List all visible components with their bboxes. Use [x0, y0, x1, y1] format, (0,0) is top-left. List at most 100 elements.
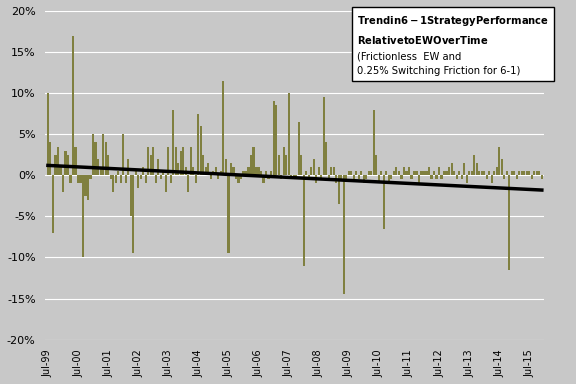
Bar: [458, 171, 460, 175]
Bar: [385, 171, 388, 175]
Bar: [120, 175, 122, 184]
Bar: [328, 175, 330, 179]
Bar: [57, 147, 59, 175]
Bar: [245, 171, 247, 175]
Bar: [232, 167, 234, 175]
Bar: [285, 155, 287, 175]
Bar: [398, 171, 400, 175]
Bar: [50, 142, 51, 175]
Bar: [323, 97, 325, 175]
Bar: [498, 147, 501, 175]
Bar: [117, 171, 119, 175]
Bar: [260, 171, 262, 175]
Bar: [530, 175, 533, 179]
Bar: [79, 175, 82, 184]
Bar: [257, 167, 260, 175]
Bar: [250, 155, 252, 175]
Bar: [100, 167, 101, 175]
Bar: [473, 155, 475, 175]
Bar: [230, 163, 232, 175]
Bar: [360, 171, 362, 175]
Bar: [358, 175, 360, 179]
Bar: [403, 167, 405, 175]
Bar: [338, 175, 340, 204]
Bar: [82, 175, 84, 257]
Bar: [495, 167, 498, 175]
Bar: [267, 175, 270, 179]
Bar: [363, 175, 365, 184]
Bar: [501, 159, 503, 175]
Bar: [217, 175, 219, 179]
Bar: [511, 171, 513, 175]
Bar: [468, 171, 470, 175]
Bar: [145, 175, 147, 184]
Bar: [430, 175, 433, 179]
Bar: [202, 155, 204, 175]
Bar: [373, 109, 375, 175]
Bar: [132, 175, 134, 253]
Bar: [62, 175, 64, 192]
Bar: [486, 175, 488, 179]
Bar: [478, 171, 480, 175]
Bar: [142, 167, 144, 175]
Bar: [518, 171, 520, 175]
Bar: [317, 167, 320, 175]
Bar: [533, 171, 535, 175]
Bar: [177, 163, 179, 175]
Bar: [476, 163, 478, 175]
Bar: [521, 171, 523, 175]
Bar: [320, 175, 322, 179]
Bar: [207, 163, 210, 175]
Bar: [235, 175, 237, 179]
Bar: [410, 175, 412, 179]
Bar: [85, 175, 86, 196]
Bar: [348, 171, 350, 175]
Bar: [172, 109, 175, 175]
Bar: [70, 175, 71, 184]
Bar: [491, 175, 492, 184]
Bar: [415, 171, 418, 175]
Bar: [443, 171, 445, 175]
Bar: [350, 171, 353, 175]
Bar: [538, 171, 540, 175]
Bar: [67, 155, 69, 175]
Bar: [493, 171, 495, 175]
Bar: [220, 171, 222, 175]
Bar: [205, 167, 207, 175]
Bar: [210, 175, 212, 179]
Bar: [213, 171, 214, 175]
Bar: [378, 175, 380, 184]
Bar: [308, 175, 310, 179]
Bar: [228, 175, 229, 253]
Bar: [59, 167, 62, 175]
Bar: [237, 175, 240, 184]
Bar: [180, 151, 182, 175]
Bar: [461, 175, 463, 179]
Bar: [124, 175, 127, 184]
Bar: [263, 175, 264, 184]
Bar: [215, 167, 217, 175]
Bar: [325, 142, 327, 175]
Bar: [127, 159, 129, 175]
Bar: [102, 134, 104, 175]
Bar: [298, 122, 300, 175]
Bar: [400, 175, 403, 179]
Bar: [104, 142, 107, 175]
Bar: [513, 171, 516, 175]
Bar: [503, 175, 505, 179]
Bar: [94, 142, 97, 175]
Bar: [488, 171, 490, 175]
Bar: [265, 171, 267, 175]
Bar: [92, 134, 94, 175]
Bar: [167, 147, 169, 175]
Bar: [353, 175, 355, 179]
Bar: [283, 147, 285, 175]
Bar: [508, 175, 510, 270]
Bar: [480, 171, 483, 175]
Bar: [198, 114, 199, 175]
Bar: [225, 159, 227, 175]
Bar: [315, 175, 317, 184]
Bar: [290, 175, 292, 179]
Bar: [252, 147, 255, 175]
Bar: [365, 175, 367, 179]
